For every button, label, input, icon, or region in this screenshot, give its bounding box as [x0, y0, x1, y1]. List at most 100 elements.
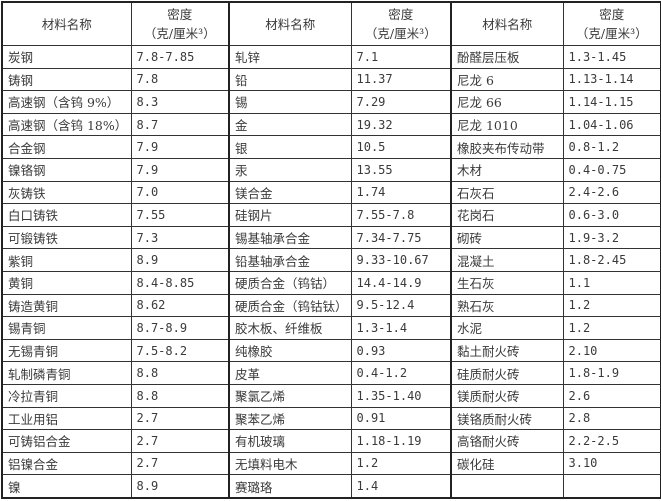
table-row: 灰铸铁 7.0 镁合金 1.74 石灰石 2.4-2.6 — [1, 180, 661, 205]
material-name-cell: 水泥 — [450, 316, 564, 340]
header-density-label: 密度 — [388, 7, 414, 22]
density-cell: 1.3-1.45 — [562, 45, 661, 69]
header-density-unit: （克/厘米³） — [364, 26, 437, 41]
material-name-cell: 工业用铝 — [1, 406, 132, 431]
material-name-cell: 铝镍合金 — [1, 451, 132, 476]
density-cell: 8.3 — [130, 90, 230, 114]
density-cell: 8.4-8.85 — [130, 270, 230, 295]
density-cell: 8.9 — [130, 248, 230, 272]
table-row: 黄铜 8.4-8.85 硬质合金（钨钴） 14.4-14.9 生石灰 1.1 — [1, 270, 661, 295]
density-cell: 7.34-7.75 — [350, 225, 452, 250]
density-cell — [562, 474, 661, 499]
material-name-cell: 硬质合金（钨钴钛） — [228, 293, 352, 318]
density-cell: 1.8-1.9 — [562, 361, 661, 385]
material-name-cell: 镁合金 — [228, 180, 352, 205]
material-name-cell: 镍铬钢 — [1, 157, 132, 182]
table-row: 无锡青铜 7.5-8.2 纯橡胶 0.93 黏土耐火砖 2.10 — [1, 338, 661, 363]
material-name-cell: 高速钢（含钨 18%） — [1, 112, 132, 137]
material-name-cell: 酚醛层压板 — [450, 45, 564, 69]
density-cell: 7.3 — [130, 225, 230, 250]
density-cell: 1.2 — [562, 316, 661, 340]
material-name-cell: 黄铜 — [1, 270, 132, 295]
density-cell: 7.9 — [130, 157, 230, 182]
density-cell: 2.4-2.6 — [562, 180, 661, 205]
density-cell: 1.14-1.15 — [562, 90, 661, 114]
density-cell: 2.2-2.5 — [562, 429, 661, 453]
density-cell: 11.37 — [350, 67, 452, 92]
density-cell: 7.0 — [130, 180, 230, 205]
table-row: 紫铜 8.9 铅基轴承合金 9.33-10.67 混凝土 1.8-2.45 — [1, 248, 661, 272]
material-name-cell: 橡胶夹布传动带 — [450, 135, 564, 159]
density-cell: 13.55 — [350, 157, 452, 182]
density-cell: 7.55 — [130, 203, 230, 227]
table-row: 冷拉青铜 8.8 聚氯乙烯 1.35-1.40 镁质耐火砖 2.6 — [1, 383, 661, 408]
density-cell: 1.8-2.45 — [562, 248, 661, 272]
density-cell: 8.7-8.9 — [130, 316, 230, 340]
density-cell: 1.3-1.4 — [350, 316, 452, 340]
material-name-cell: 铅基轴承合金 — [228, 248, 352, 272]
material-name-cell: 熟石灰 — [450, 293, 564, 318]
material-name-cell: 白口铸铁 — [1, 203, 132, 227]
material-name-cell: 锡基轴承合金 — [228, 225, 352, 250]
table-row: 高速钢（含钨 18%） 8.7 金 19.32 尼龙 1010 1.04-1.06 — [1, 112, 661, 137]
density-cell: 8.9 — [130, 474, 230, 499]
density-cell: 7.8-7.85 — [130, 45, 230, 69]
material-name-cell: 锡 — [228, 90, 352, 114]
material-name-cell: 混凝土 — [450, 248, 564, 272]
material-name-cell: 铸造黄铜 — [1, 293, 132, 318]
material-name-cell: 皮革 — [228, 361, 352, 385]
density-cell: 2.7 — [130, 451, 230, 476]
material-name-cell: 纯橡胶 — [228, 338, 352, 363]
material-name-cell: 黏土耐火砖 — [450, 338, 564, 363]
density-cell: 0.4-1.2 — [350, 361, 452, 385]
material-name-cell: 锡青铜 — [1, 316, 132, 340]
material-name-cell: 高速钢（含钨 9%） — [1, 90, 132, 114]
density-cell: 2.10 — [562, 338, 661, 363]
density-cell: 1.13-1.14 — [562, 67, 661, 92]
header-density-label: 密度 — [167, 7, 193, 22]
material-name-cell: 汞 — [228, 157, 352, 182]
material-name-cell: 无填料电木 — [228, 451, 352, 476]
table-body: 炭钢 7.8-7.85 轧锌 7.1 酚醛层压板 1.3-1.45 铸钢 7.8 铅 11.37 尼… — [1, 45, 661, 499]
density-cell: 8.8 — [130, 361, 230, 385]
table-row: 白口铸铁 7.55 硅钢片 7.55-7.8 花岗石 0.6-3.0 — [1, 203, 661, 227]
density-cell: 2.8 — [562, 406, 661, 431]
material-name-cell: 可铸铝合金 — [1, 429, 132, 453]
material-name-cell: 炭钢 — [1, 45, 132, 69]
density-cell: 0.8-1.2 — [562, 135, 661, 159]
material-name-cell: 有机玻璃 — [228, 429, 352, 453]
density-cell: 1.2 — [350, 451, 452, 476]
material-name-cell: 铸钢 — [1, 67, 132, 92]
header-material-name: 材料名称 — [228, 1, 352, 46]
material-name-cell: 可锻铸铁 — [1, 225, 132, 250]
material-name-cell — [450, 474, 564, 499]
table-row: 工业用铝 2.7 聚苯乙烯 0.91 镁铬质耐火砖 2.8 — [1, 406, 661, 431]
density-cell: 2.7 — [130, 406, 230, 431]
material-name-cell: 石灰石 — [450, 180, 564, 205]
density-cell: 8.62 — [130, 293, 230, 318]
density-cell: 1.74 — [350, 180, 452, 205]
density-cell: 1.1 — [562, 270, 661, 295]
density-cell: 1.2 — [562, 293, 661, 318]
material-name-cell: 轧制磷青铜 — [1, 361, 132, 385]
density-cell: 1.4 — [350, 474, 452, 499]
density-cell: 1.35-1.40 — [350, 383, 452, 408]
material-name-cell: 金 — [228, 112, 352, 137]
header-row: 材料名称 密度 （克/厘米³） 材料名称 密度 （克/厘米³） 材料名称 密度 （克/厘米³） — [1, 1, 661, 46]
material-name-cell: 轧锌 — [228, 45, 352, 69]
table-row: 镍铬钢 7.9 汞 13.55 木材 0.4-0.75 — [1, 157, 661, 182]
table-row: 可锻铸铁 7.3 锡基轴承合金 7.34-7.75 砌砖 1.9-3.2 — [1, 225, 661, 250]
header-density-unit: （克/厘米³） — [575, 26, 648, 41]
table-row: 铸造黄铜 8.62 硬质合金（钨钴钛） 9.5-12.4 熟石灰 1.2 — [1, 293, 661, 318]
table-row: 镍 8.9 赛璐珞 1.4 — [1, 474, 661, 499]
density-cell: 1.9-3.2 — [562, 225, 661, 250]
density-cell: 8.8 — [130, 383, 230, 408]
header-material-name: 材料名称 — [1, 1, 132, 46]
density-cell: 2.6 — [562, 383, 661, 408]
table-row: 轧制磷青铜 8.8 皮革 0.4-1.2 硅质耐火砖 1.8-1.9 — [1, 361, 661, 385]
density-cell: 1.18-1.19 — [350, 429, 452, 453]
material-name-cell: 花岗石 — [450, 203, 564, 227]
density-cell: 9.33-10.67 — [350, 248, 452, 272]
material-name-cell: 冷拉青铜 — [1, 383, 132, 408]
